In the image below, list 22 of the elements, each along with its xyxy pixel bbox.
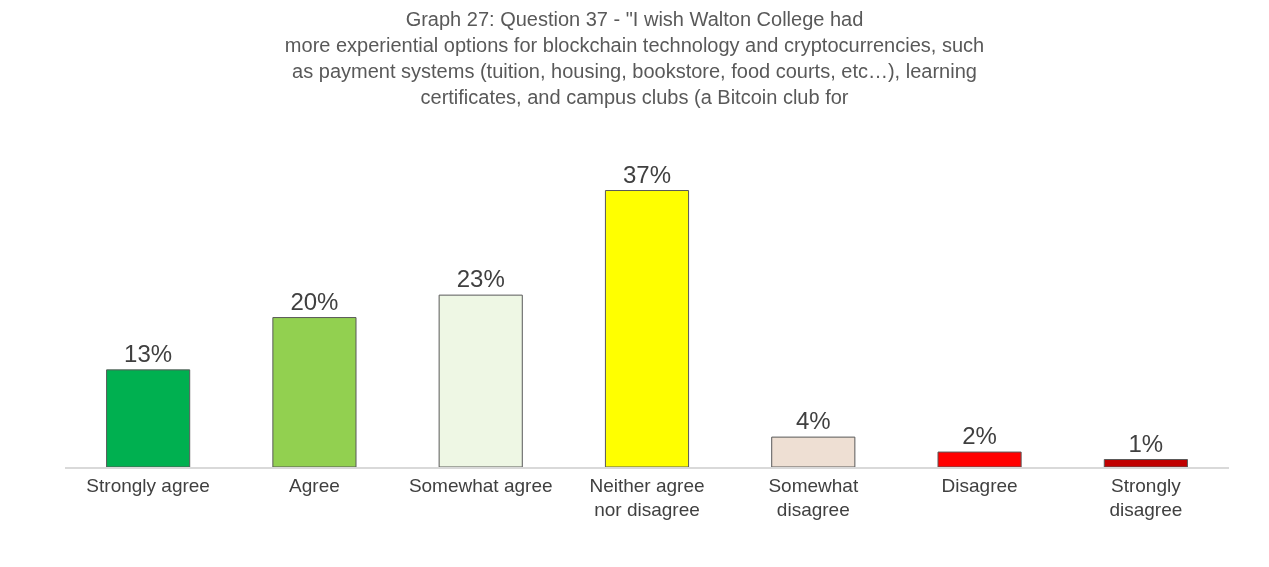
- x-tick-label: Strongly disagree: [1109, 474, 1183, 521]
- data-label: 1%: [1128, 429, 1164, 457]
- x-tick-label: Neither agree nor disagree: [589, 474, 705, 521]
- bar: [937, 451, 1022, 467]
- x-tick-label: Somewhat agree: [408, 474, 553, 496]
- data-label: 2%: [962, 422, 997, 450]
- bar: [771, 436, 856, 467]
- x-tick-label: Disagree: [941, 474, 1018, 496]
- x-tick-label: Strongly agree: [86, 474, 210, 496]
- data-label: 20%: [290, 287, 339, 315]
- bar: [438, 294, 523, 467]
- bar: [604, 190, 690, 467]
- x-tick-label: Somewhat disagree: [768, 474, 859, 521]
- bar: [106, 369, 191, 467]
- x-tick-label: Agree: [289, 474, 340, 496]
- bar: [1103, 459, 1188, 467]
- data-label: 13%: [124, 339, 173, 367]
- chart-title: Graph 27: Question 37 - "I wish Walton College had more experiential options for blockchain technology and cryptocurrencies, such as payment systems (tuition, housing, bookstore, food courts, etc…), learning certificates, and campus clubs (a Bitcoin club for: [284, 7, 985, 108]
- data-label: 37%: [622, 160, 672, 188]
- data-label: 4%: [795, 407, 831, 435]
- bar: [272, 317, 357, 467]
- data-label: 23%: [456, 265, 505, 293]
